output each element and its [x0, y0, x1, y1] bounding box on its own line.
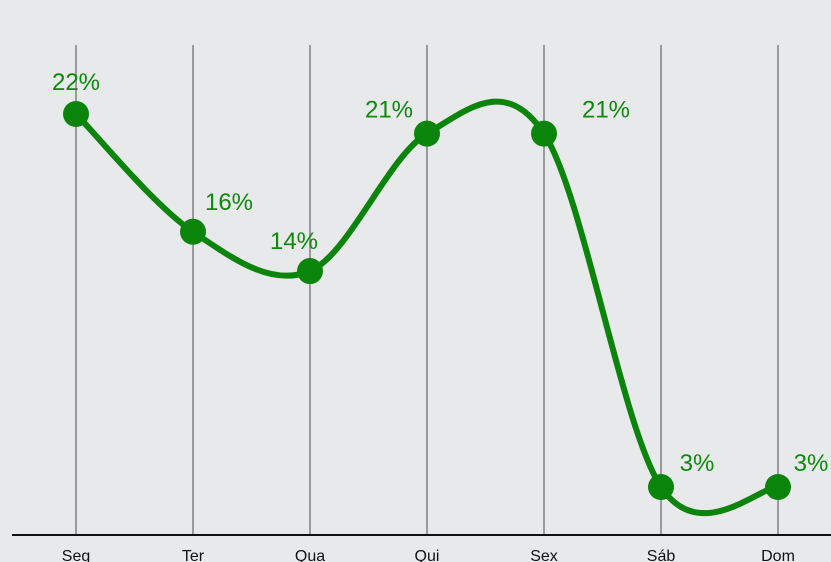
value-label: 22% [52, 69, 100, 96]
value-label: 21% [365, 97, 413, 124]
value-label: 16% [205, 189, 253, 216]
value-label: 3% [794, 450, 829, 477]
value-label: 21% [582, 97, 630, 124]
point [297, 258, 323, 285]
x-tick-label: Sex [530, 548, 558, 562]
point [414, 120, 440, 147]
point [63, 101, 89, 127]
x-tick-label: Sáb [647, 548, 676, 562]
x-tick-label: Ter [182, 548, 205, 562]
x-tick-label: Dom [761, 548, 795, 562]
value-label: 14% [270, 228, 318, 255]
x-tick-label: Qua [295, 548, 325, 562]
x-tick-label: Qui [415, 548, 440, 562]
value-label: 3% [680, 450, 715, 477]
point [531, 120, 557, 147]
point [765, 474, 791, 500]
point [180, 218, 206, 245]
x-tick-label: Seg [62, 548, 90, 562]
point [648, 474, 674, 500]
